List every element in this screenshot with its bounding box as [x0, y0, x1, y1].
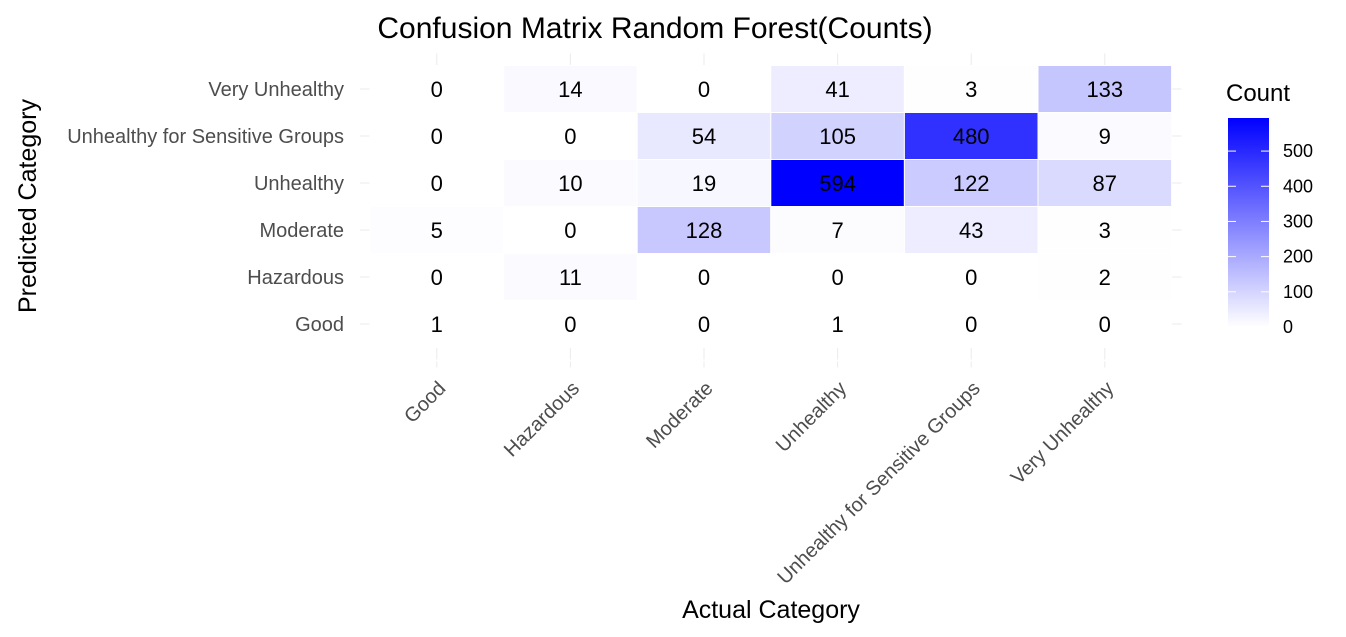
x-tick-label: Hazardous [500, 377, 584, 461]
cell-value-label: 0 [564, 124, 576, 149]
heatmap-cell-very-unhealthy-moderate [636, 65, 772, 113]
legend-tick-label: 100 [1283, 282, 1313, 302]
cell-value-label: 0 [431, 77, 443, 102]
y-axis-title: Predicted Category [14, 99, 42, 314]
cell-value-label: 0 [431, 124, 443, 149]
x-axis-title: Actual Category [682, 596, 860, 624]
legend-tick-label: 500 [1283, 141, 1313, 161]
x-tick-label: Very Unhealthy [1007, 377, 1118, 488]
x-tick-label: Moderate [642, 377, 717, 452]
y-tick-label: Moderate [260, 220, 345, 242]
cell-value-label: 9 [1099, 124, 1111, 149]
cell-value-label: 43 [959, 218, 983, 243]
cell-value-label: 0 [564, 218, 576, 243]
x-tick-label: Unhealthy [772, 377, 851, 456]
heatmap-cell-moderate-good [369, 206, 505, 254]
heatmap-cell-unhealthy-moderate [636, 159, 772, 207]
cell-value-label: 5 [431, 218, 443, 243]
cell-value-label: 128 [686, 218, 723, 243]
cell-value-label: 87 [1093, 171, 1117, 196]
heatmap-cell-good-very-unhealthy [1037, 300, 1173, 348]
cell-value-label: 0 [831, 265, 843, 290]
color-legend: Count 0 100 200 300 400 500 [1226, 80, 1313, 337]
heatmap-cell-unhealthy-for-sensitive-groups-unhealthy-for-sensitive-groups [903, 112, 1039, 160]
heatmap-cell-hazardous-very-unhealthy [1037, 253, 1173, 301]
cell-value-label: 0 [698, 77, 710, 102]
heatmap-cell-unhealthy-unhealthy-for-sensitive-groups [903, 159, 1039, 207]
y-tick-label: Good [295, 314, 344, 336]
cell-value-label: 0 [431, 171, 443, 196]
heatmap-cell-very-unhealthy-hazardous [503, 65, 638, 113]
legend-color-bar [1228, 118, 1269, 327]
cell-value-label: 54 [692, 124, 716, 149]
chart-title: Confusion Matrix Random Forest(Counts) [377, 12, 932, 45]
heatmap-cell-very-unhealthy-very-unhealthy [1037, 65, 1173, 113]
heatmap-cell-moderate-unhealthy [770, 206, 905, 254]
cell-value-label: 2 [1099, 265, 1111, 290]
cell-value-label: 0 [965, 265, 977, 290]
heatmap-cell-hazardous-hazardous [503, 253, 638, 301]
cell-value-label: 7 [831, 218, 843, 243]
y-tick-labels: Good Hazardous Moderate Unhealthy Unhealthy … [67, 79, 344, 336]
y-tick-label: Hazardous [247, 267, 344, 289]
heatmap-cell-hazardous-unhealthy [770, 253, 905, 301]
heatmap-cell-unhealthy-hazardous [503, 159, 638, 207]
y-tick-label: Unhealthy for Sensitive Groups [67, 126, 344, 148]
x-tick-labels: Good Hazardous Moderate UnhealthyUnhealthy … [400, 377, 1118, 588]
heatmap-cell-unhealthy-for-sensitive-groups-hazardous [503, 112, 638, 160]
heatmap-cell-very-unhealthy-unhealthy-for-sensitive-groups [903, 65, 1039, 113]
heatmap-cell-moderate-unhealthy-for-sensitive-groups [903, 206, 1039, 254]
legend-tick-label: 200 [1283, 247, 1313, 267]
cell-value-label: 10 [558, 171, 582, 196]
cell-value-label: 0 [965, 312, 977, 337]
heatmap-cell-moderate-very-unhealthy [1037, 206, 1173, 254]
cell-value-label: 105 [819, 124, 856, 149]
legend-tick-label: 300 [1283, 211, 1313, 231]
cell-value-label: 0 [431, 265, 443, 290]
cell-value-label: 1 [831, 312, 843, 337]
cell-value-label: 0 [698, 265, 710, 290]
heatmap-cell-unhealthy-very-unhealthy [1037, 159, 1173, 207]
heatmap-cell-unhealthy-for-sensitive-groups-good [369, 112, 505, 160]
heatmap-cells [369, 65, 1173, 348]
cell-value-label: 0 [698, 312, 710, 337]
heatmap-cell-unhealthy-for-sensitive-groups-very-unhealthy [1037, 112, 1173, 160]
heatmap-cell-unhealthy-unhealthy [770, 159, 905, 207]
cell-value-label: 11 [559, 265, 582, 290]
legend-title: Count [1226, 80, 1290, 107]
cell-value-label: 14 [558, 77, 582, 102]
legend-tick-label: 400 [1283, 176, 1313, 196]
heatmap-cell-moderate-hazardous [503, 206, 638, 254]
heatmap-cell-unhealthy-good [369, 159, 505, 207]
cell-value-label: 41 [825, 77, 849, 102]
heatmap-cell-moderate-moderate [636, 206, 772, 254]
cell-value-label: 1 [431, 312, 443, 337]
cell-value-label: 594 [819, 171, 856, 196]
x-tick-label: Good [400, 377, 450, 427]
cell-value-label: 122 [953, 171, 990, 196]
y-tick-label: Very Unhealthy [208, 79, 344, 101]
heatmap-cell-unhealthy-for-sensitive-groups-moderate [636, 112, 772, 160]
cell-value-label: 133 [1086, 77, 1123, 102]
cell-value-label: 0 [564, 312, 576, 337]
heatmap-cell-very-unhealthy-good [369, 65, 505, 113]
legend-tick-label: 0 [1283, 317, 1293, 337]
cell-value-labels: 1 0 0 1 0 00 11 0 0 0 25 0 128 7 43 30 10 19 594 122 870 0 54 1… [431, 77, 1123, 337]
y-tick-label: Unhealthy [254, 173, 344, 195]
heatmap-cell-good-unhealthy [770, 300, 905, 348]
cell-value-label: 3 [1099, 218, 1111, 243]
cell-value-label: 19 [692, 171, 716, 196]
cell-value-label: 480 [953, 124, 990, 149]
cell-value-label: 3 [965, 77, 977, 102]
cell-value-label: 0 [1099, 312, 1111, 337]
